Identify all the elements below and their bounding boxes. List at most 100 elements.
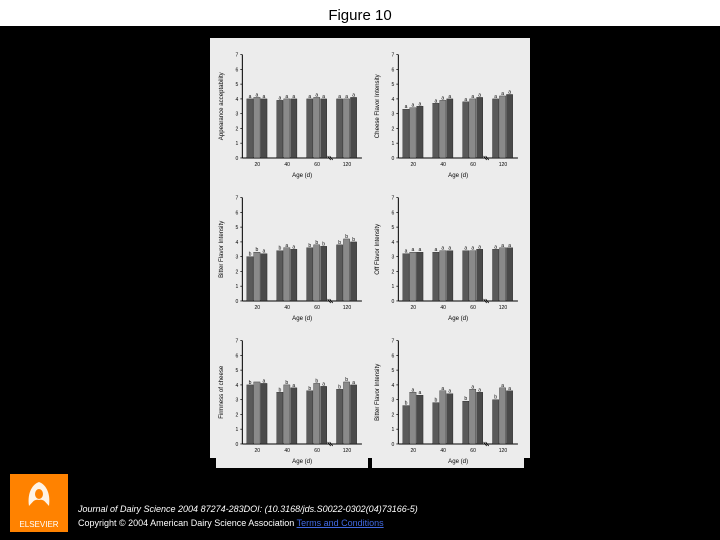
svg-text:6: 6 xyxy=(235,67,238,73)
terms-link[interactable]: Terms and Conditions xyxy=(297,518,384,528)
svg-text:40: 40 xyxy=(284,448,290,454)
svg-text:5: 5 xyxy=(235,225,238,231)
svg-text:a: a xyxy=(478,244,481,250)
copyright-text: Copyright © 2004 American Dairy Science … xyxy=(78,518,384,528)
svg-text:7: 7 xyxy=(235,53,238,59)
svg-text:b: b xyxy=(278,387,281,393)
svg-text:b: b xyxy=(285,379,288,385)
svg-text:a: a xyxy=(292,94,295,100)
svg-text:3: 3 xyxy=(235,254,238,260)
svg-text:a: a xyxy=(501,382,504,388)
svg-text:a: a xyxy=(345,94,348,100)
svg-text:a: a xyxy=(508,89,511,95)
svg-text:60: 60 xyxy=(470,305,476,311)
svg-text:a: a xyxy=(434,247,437,253)
svg-text:20: 20 xyxy=(410,448,416,454)
svg-text:7: 7 xyxy=(391,195,394,201)
elsevier-logo: ELSEVIER xyxy=(10,474,68,532)
svg-text:3: 3 xyxy=(391,397,394,403)
svg-text:b: b xyxy=(308,243,311,249)
svg-text:a: a xyxy=(494,94,497,100)
chart-grid: 01234567Appearance acceptabilityAge (d) … xyxy=(210,38,530,458)
svg-text:a: a xyxy=(308,94,311,100)
chart-panel: 01234567Off Flavor IntensityAge (d) 20aa… xyxy=(372,187,524,326)
svg-text:Age (d): Age (d) xyxy=(448,315,468,322)
svg-text:Age (d): Age (d) xyxy=(292,458,312,465)
svg-text:4: 4 xyxy=(235,382,238,388)
svg-text:a: a xyxy=(285,243,288,249)
svg-text:6: 6 xyxy=(391,353,394,359)
svg-text:5: 5 xyxy=(391,225,394,231)
svg-text:5: 5 xyxy=(391,82,394,88)
svg-text:a: a xyxy=(419,247,422,253)
svg-text:20: 20 xyxy=(254,162,260,168)
svg-text:40: 40 xyxy=(440,162,446,168)
svg-text:60: 60 xyxy=(470,448,476,454)
svg-text:1: 1 xyxy=(391,284,394,290)
svg-text:40: 40 xyxy=(440,448,446,454)
chart-panel: 01234567Firmness of cheeseAge (d) 20ba40… xyxy=(216,330,368,469)
svg-text:2: 2 xyxy=(235,269,238,275)
svg-text:a: a xyxy=(464,245,467,251)
svg-text:b: b xyxy=(315,240,318,246)
chart-panel: 01234567Cheese Flavor IntensityAge (d) 2… xyxy=(372,44,524,183)
svg-text:a: a xyxy=(471,94,474,100)
svg-text:20: 20 xyxy=(410,162,416,168)
svg-text:a: a xyxy=(441,95,444,101)
svg-text:a: a xyxy=(501,243,504,249)
svg-text:120: 120 xyxy=(343,162,352,168)
svg-text:a: a xyxy=(471,384,474,390)
svg-text:a: a xyxy=(249,94,252,100)
svg-text:a: a xyxy=(478,92,481,98)
svg-text:Cheese Flavor Intensity: Cheese Flavor Intensity xyxy=(374,73,381,138)
svg-text:a: a xyxy=(471,245,474,251)
svg-text:5: 5 xyxy=(391,368,394,374)
svg-text:2: 2 xyxy=(235,126,238,132)
svg-text:a: a xyxy=(419,101,422,107)
svg-text:b: b xyxy=(308,385,311,391)
svg-text:a: a xyxy=(448,388,451,394)
svg-text:a: a xyxy=(508,385,511,391)
svg-text:20: 20 xyxy=(254,305,260,311)
svg-text:120: 120 xyxy=(499,448,508,454)
svg-text:b: b xyxy=(434,397,437,403)
svg-text:a: a xyxy=(412,387,415,393)
svg-text:120: 120 xyxy=(499,162,508,168)
svg-text:Age (d): Age (d) xyxy=(448,172,468,179)
svg-text:20: 20 xyxy=(254,448,260,454)
svg-text:a: a xyxy=(292,244,295,250)
svg-text:Age (d): Age (d) xyxy=(448,458,468,465)
svg-text:b: b xyxy=(338,240,341,246)
svg-text:b: b xyxy=(352,237,355,243)
svg-text:6: 6 xyxy=(391,210,394,216)
svg-text:a: a xyxy=(292,382,295,388)
svg-text:60: 60 xyxy=(314,448,320,454)
svg-text:a: a xyxy=(322,94,325,100)
svg-text:Bitter Flavor Intensity: Bitter Flavor Intensity xyxy=(374,362,381,420)
svg-text:a: a xyxy=(464,97,467,103)
svg-text:b: b xyxy=(405,400,408,406)
svg-text:a: a xyxy=(434,98,437,104)
svg-text:Age (d): Age (d) xyxy=(292,315,312,322)
svg-text:a: a xyxy=(338,94,341,100)
svg-text:a: a xyxy=(412,103,415,109)
svg-text:Age (d): Age (d) xyxy=(292,172,312,179)
svg-text:b: b xyxy=(338,384,341,390)
svg-text:60: 60 xyxy=(470,162,476,168)
svg-text:2: 2 xyxy=(391,126,394,132)
svg-text:40: 40 xyxy=(440,305,446,311)
svg-text:40: 40 xyxy=(284,305,290,311)
svg-text:4: 4 xyxy=(391,240,394,246)
svg-text:a: a xyxy=(501,91,504,97)
svg-text:b: b xyxy=(345,234,348,240)
svg-text:120: 120 xyxy=(343,305,352,311)
svg-text:4: 4 xyxy=(235,97,238,103)
svg-text:1: 1 xyxy=(235,284,238,290)
svg-text:0: 0 xyxy=(391,299,394,305)
svg-text:4: 4 xyxy=(391,382,394,388)
svg-text:120: 120 xyxy=(499,305,508,311)
svg-text:3: 3 xyxy=(235,397,238,403)
svg-text:a: a xyxy=(263,378,266,384)
svg-text:40: 40 xyxy=(284,162,290,168)
svg-text:b: b xyxy=(315,378,318,384)
